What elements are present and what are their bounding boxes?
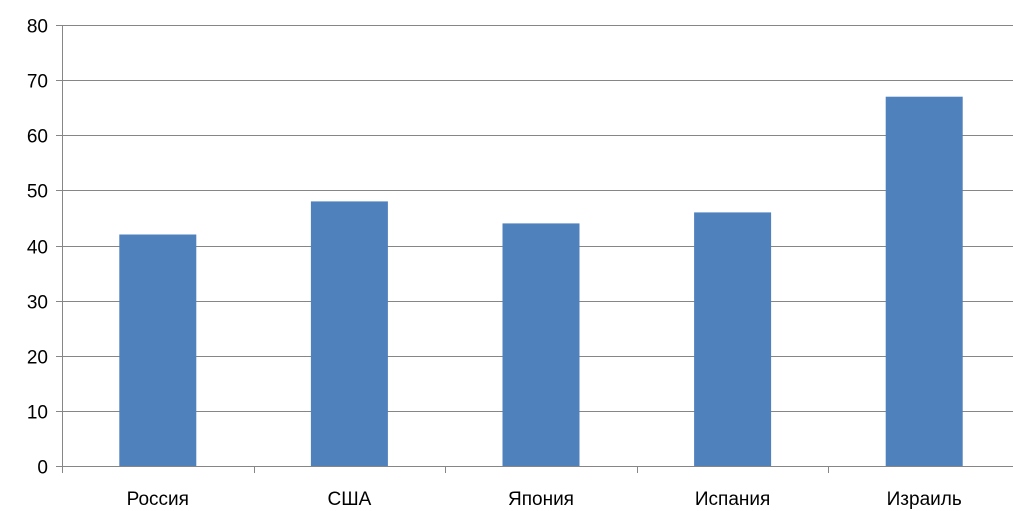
bar bbox=[502, 223, 580, 466]
y-tick-label: 20 bbox=[27, 348, 48, 369]
y-tick-label: 50 bbox=[27, 182, 48, 203]
bars bbox=[119, 96, 963, 466]
y-tick-label: 80 bbox=[27, 17, 48, 38]
y-tick-label: 40 bbox=[27, 238, 48, 259]
bar bbox=[885, 96, 963, 466]
x-tick-label: Израиль bbox=[887, 489, 962, 510]
y-tick-label: 60 bbox=[27, 127, 48, 148]
x-tick-labels: Россия США Япония Испания Израиль bbox=[127, 489, 962, 510]
bar bbox=[694, 212, 772, 466]
axes bbox=[56, 25, 1013, 473]
x-tick-label: Испания bbox=[695, 489, 770, 510]
x-tick-label: Россия bbox=[127, 489, 189, 510]
bar bbox=[119, 234, 197, 466]
x-tick-label: США bbox=[327, 489, 371, 510]
x-tick-label: Япония bbox=[508, 489, 574, 510]
y-tick-labels: 0 10 20 30 40 50 60 70 80 bbox=[27, 17, 48, 479]
y-tick-label: 10 bbox=[27, 403, 48, 424]
bar bbox=[310, 201, 388, 466]
y-tick-label: 0 bbox=[37, 458, 48, 479]
y-tick-label: 30 bbox=[27, 293, 48, 314]
y-tick-label: 70 bbox=[27, 72, 48, 93]
